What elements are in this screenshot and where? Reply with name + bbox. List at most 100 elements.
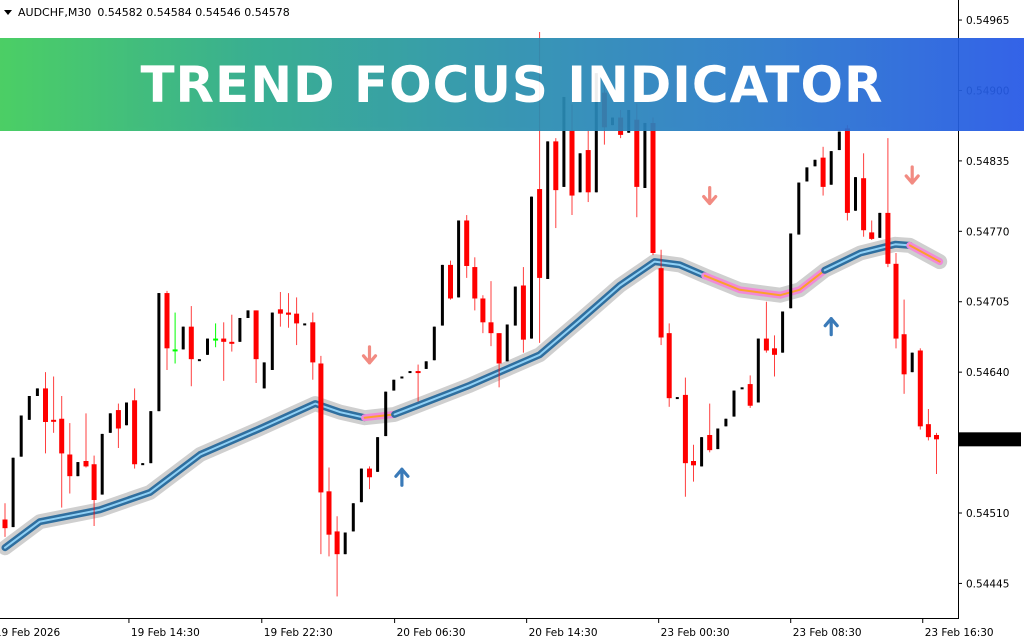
signal-arrows xyxy=(361,165,920,487)
candle xyxy=(108,413,112,433)
candle-body xyxy=(367,468,372,478)
collapse-triangle-icon[interactable] xyxy=(4,10,12,15)
price-tick-label: 0.54510 xyxy=(966,508,1009,520)
candle-body xyxy=(213,338,219,341)
candle xyxy=(19,415,23,457)
candle-body xyxy=(359,468,363,503)
candle-body xyxy=(763,338,769,351)
candle-body xyxy=(472,267,478,299)
candle xyxy=(27,395,31,420)
candle xyxy=(732,390,736,417)
candle xyxy=(496,333,502,388)
candle xyxy=(188,306,194,387)
candle xyxy=(925,408,931,441)
candle-body xyxy=(125,402,128,426)
price-tick-label: 0.54770 xyxy=(966,226,1009,238)
ohlc-values: 0.54582 0.54584 0.54546 0.54578 xyxy=(97,6,290,19)
candle-body xyxy=(488,322,494,334)
trend-segment-up-core xyxy=(393,260,706,416)
candle xyxy=(229,314,235,352)
candle-body xyxy=(448,264,453,299)
trend-focus-line xyxy=(0,236,948,556)
candle-body xyxy=(934,434,939,440)
candle-body xyxy=(197,359,201,362)
candle-body xyxy=(464,220,470,266)
candle xyxy=(546,141,550,279)
candle xyxy=(221,322,227,381)
candle-body xyxy=(505,324,509,362)
time-tick-label: 20 Feb 14:30 xyxy=(529,627,598,639)
candle xyxy=(277,291,283,327)
candle xyxy=(505,324,509,362)
candle-body xyxy=(334,531,340,555)
candle-body xyxy=(569,130,575,196)
candle xyxy=(878,212,882,238)
candle-body xyxy=(294,313,300,324)
candle-body xyxy=(246,310,250,318)
time-tick-label: 19 Feb 2026 xyxy=(0,627,61,639)
candle-body xyxy=(326,491,332,535)
candle xyxy=(246,310,250,318)
candle-body xyxy=(67,454,73,477)
candle-body xyxy=(805,167,809,182)
candle-body xyxy=(797,182,801,235)
candle-body xyxy=(221,338,227,342)
candle xyxy=(797,182,801,235)
candle xyxy=(658,249,664,346)
candle-body xyxy=(917,350,923,427)
candle-body xyxy=(35,388,39,396)
candle-body xyxy=(351,503,355,532)
candle-body xyxy=(724,418,728,427)
trend-segment-down-core xyxy=(363,413,396,419)
candle-body xyxy=(100,433,104,495)
candle-body xyxy=(675,397,679,400)
candle xyxy=(643,122,647,188)
candle xyxy=(424,361,428,369)
candle-body xyxy=(716,428,720,450)
trend-segment-up xyxy=(1,400,369,552)
candle-body xyxy=(537,189,543,278)
candle-body xyxy=(132,400,138,465)
candle xyxy=(901,299,907,394)
candle-body xyxy=(141,463,145,466)
candle-body xyxy=(2,519,8,529)
candle xyxy=(805,167,809,182)
candle xyxy=(585,130,591,203)
candle-body xyxy=(270,312,274,370)
candle-body xyxy=(172,349,178,352)
candle xyxy=(376,437,380,472)
time-tick-label: 20 Feb 06:30 xyxy=(397,627,466,639)
sell-arrow-icon xyxy=(904,165,920,185)
candle xyxy=(781,311,785,353)
candle xyxy=(326,467,332,557)
sell-arrow-icon xyxy=(702,185,718,206)
arrow-shape xyxy=(702,185,718,206)
candle-body xyxy=(513,286,517,326)
candle xyxy=(334,516,340,597)
candle-body xyxy=(440,264,444,326)
candle xyxy=(934,432,939,474)
candle-body xyxy=(530,196,533,339)
candle-body xyxy=(520,285,526,340)
price-tick-label: 0.54835 xyxy=(966,156,1009,168)
candle xyxy=(520,267,526,353)
candle xyxy=(253,310,259,383)
time-axis[interactable]: 19 Feb 2026 19 Feb 14:30 19 Feb 22:30 20 Fe… xyxy=(0,619,994,639)
candle xyxy=(707,403,713,453)
candle-body xyxy=(91,464,97,500)
candle-body xyxy=(408,371,412,374)
candle xyxy=(76,462,80,477)
buy-arrow-icon xyxy=(823,317,839,337)
candle xyxy=(530,196,533,339)
candle xyxy=(286,293,291,328)
candle xyxy=(844,125,850,221)
candle-body xyxy=(666,333,672,399)
candle xyxy=(408,371,412,374)
candle xyxy=(343,532,347,555)
candle xyxy=(829,151,833,185)
candle xyxy=(197,359,201,362)
candle-body xyxy=(76,462,80,477)
current-price-badge xyxy=(959,432,1021,447)
candle-body xyxy=(658,268,664,338)
candle xyxy=(691,444,696,482)
